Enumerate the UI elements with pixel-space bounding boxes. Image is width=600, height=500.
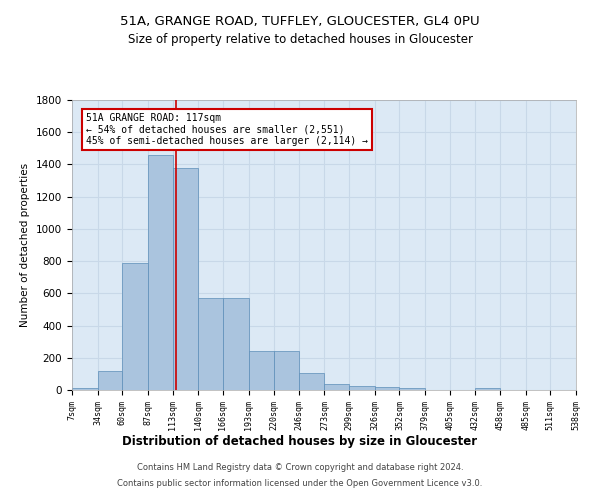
Bar: [475, 388, 500, 390]
Text: Contains HM Land Registry data © Crown copyright and database right 2024.: Contains HM Land Registry data © Crown c…: [137, 464, 463, 472]
Bar: [98, 370, 122, 390]
Bar: [148, 155, 173, 390]
Bar: [325, 384, 349, 390]
Bar: [223, 298, 248, 390]
Text: Size of property relative to detached houses in Gloucester: Size of property relative to detached ho…: [128, 32, 473, 46]
Bar: [198, 298, 223, 390]
Bar: [72, 388, 98, 390]
Bar: [299, 373, 325, 390]
Bar: [274, 350, 299, 390]
Bar: [122, 262, 148, 390]
Bar: [248, 350, 274, 390]
Y-axis label: Number of detached properties: Number of detached properties: [20, 163, 31, 327]
Bar: [375, 387, 400, 390]
Text: Distribution of detached houses by size in Gloucester: Distribution of detached houses by size …: [122, 435, 478, 448]
Bar: [173, 168, 198, 390]
Bar: [400, 388, 425, 390]
Bar: [349, 386, 375, 390]
Text: 51A GRANGE ROAD: 117sqm
← 54% of detached houses are smaller (2,551)
45% of semi: 51A GRANGE ROAD: 117sqm ← 54% of detache…: [86, 113, 368, 146]
Text: 51A, GRANGE ROAD, TUFFLEY, GLOUCESTER, GL4 0PU: 51A, GRANGE ROAD, TUFFLEY, GLOUCESTER, G…: [120, 15, 480, 28]
Text: Contains public sector information licensed under the Open Government Licence v3: Contains public sector information licen…: [118, 478, 482, 488]
